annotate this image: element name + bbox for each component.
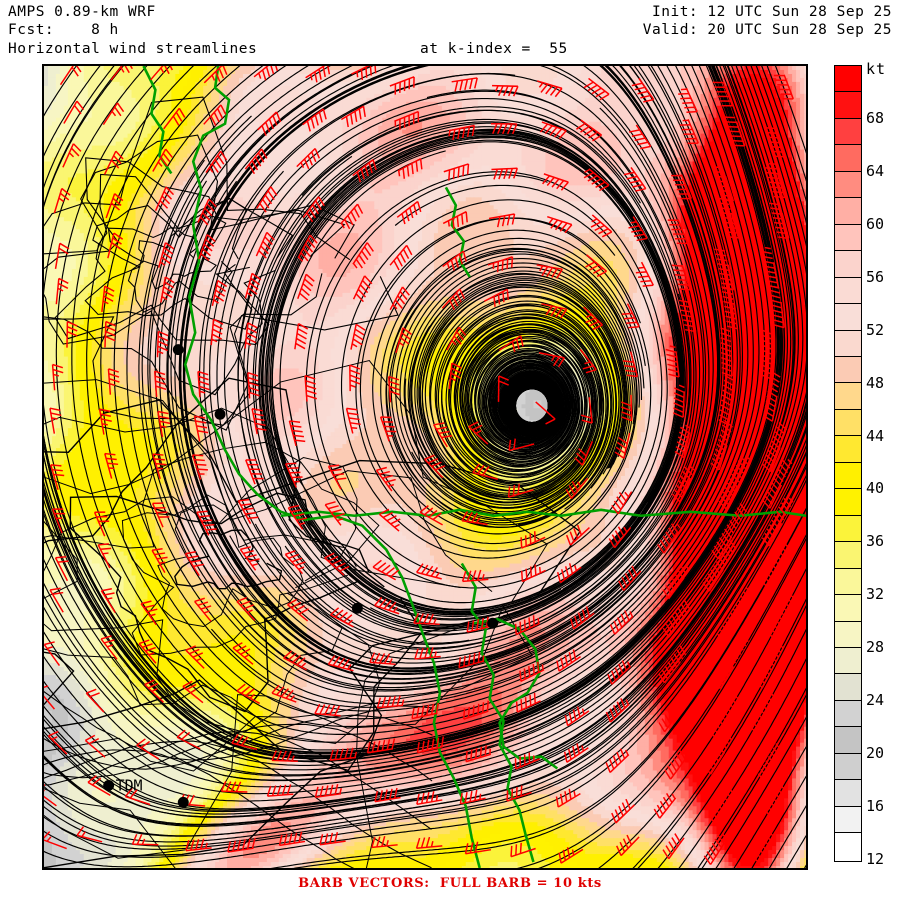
colorbar-swatch [835, 647, 861, 675]
colorbar-swatch [835, 224, 861, 252]
field-description: Horizontal wind streamlines [8, 40, 257, 58]
colorbar-swatch [835, 806, 861, 834]
model-title: AMPS 0.89-km WRF [8, 3, 156, 21]
colorbar-tick-label: 56 [866, 269, 884, 285]
colorbar-tick-label: 16 [866, 799, 884, 814]
colorbar-swatch [835, 595, 861, 622]
weather-map-canvas: TDM [44, 66, 806, 868]
barb-legend-note: BARB VECTORS: FULL BARB = 10 kts [0, 876, 900, 891]
map-plot-area[interactable]: TDM [42, 64, 808, 870]
colorbar-tick-label: 12 [866, 852, 884, 867]
colorbar-swatch [835, 542, 861, 569]
colorbar-tick-label: 36 [866, 534, 884, 549]
colorbar-tick-label: 68 [866, 110, 884, 126]
station-markers: TDM [103, 344, 499, 808]
wind-speed-colorbar[interactable] [834, 65, 862, 862]
colorbar-swatch [835, 304, 861, 331]
colorbar-swatch [835, 198, 861, 225]
colorbar-swatch [835, 383, 861, 410]
colorbar-swatch [835, 409, 861, 437]
colorbar-swatch [835, 727, 861, 754]
colorbar-swatch [835, 780, 861, 807]
colorbar-swatch [835, 833, 861, 860]
colorbar-swatch [835, 330, 861, 357]
colorbar-tick-label: 52 [866, 322, 884, 338]
colorbar-swatch [835, 118, 861, 146]
colorbar-swatch [835, 145, 861, 172]
colorbar-tick-label: 20 [866, 746, 884, 761]
colorbar-swatch [835, 515, 861, 543]
colorbar-tick-labels: 68 64 60 56 52 48 44 40 36 32 28 24 20 16 12 [866, 55, 900, 875]
colorbar-tick-label: 24 [866, 693, 884, 708]
colorbar-unit-label: kt [866, 60, 886, 78]
colorbar-swatch [835, 251, 861, 278]
wind-barbs [44, 66, 794, 865]
colorbar-swatch [835, 356, 861, 384]
colorbar-tick-label: 40 [866, 481, 884, 496]
colorbar-swatch [835, 462, 861, 490]
colorbar-swatch [835, 436, 861, 463]
colorbar-swatch [835, 277, 861, 305]
colorbar-swatch [835, 489, 861, 516]
colorbar-tick-label: 28 [866, 640, 884, 655]
station-label-tdm: TDM [116, 776, 143, 794]
forecast-hour-label: Fcst: 8 h [8, 21, 119, 39]
colorbar-tick-label: 44 [866, 428, 884, 444]
colorbar-swatch [835, 66, 861, 93]
valid-time-label: Valid: 20 UTC Sun 28 Sep 25 [643, 21, 892, 39]
init-time-label: Init: 12 UTC Sun 28 Sep 25 [652, 3, 892, 21]
colorbar-tick-label: 60 [866, 216, 884, 232]
colorbar-swatch [835, 700, 861, 728]
colorbar-swatch [835, 621, 861, 648]
colorbar-swatch [835, 753, 861, 781]
colorbar-tick-label: 32 [866, 587, 884, 602]
colorbar-swatch [835, 568, 861, 596]
k-index-label: at k-index = 55 [420, 40, 568, 58]
header-text-block: AMPS 0.89-km WRF Fcst: 8 h Horizontal wi… [0, 0, 900, 62]
colorbar-swatch [835, 92, 861, 119]
colorbar-swatch [835, 171, 861, 199]
colorbar-swatch [835, 674, 861, 701]
colorbar-tick-label: 48 [866, 375, 884, 391]
colorbar-tick-label: 64 [866, 163, 884, 179]
wind-streamlines [44, 66, 806, 868]
